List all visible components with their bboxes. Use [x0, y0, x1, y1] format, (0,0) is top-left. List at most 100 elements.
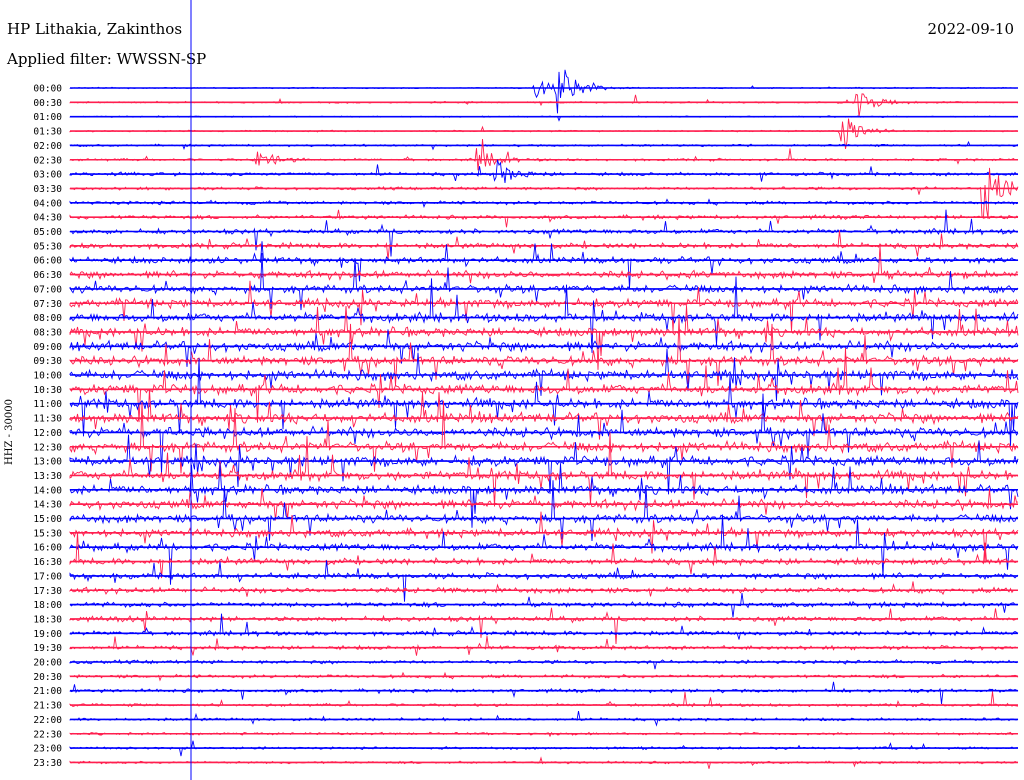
seismogram-trace	[69, 317, 1019, 386]
time-tick-label: 13:30	[33, 471, 62, 482]
time-tick-label: 14:30	[33, 500, 62, 511]
time-tick-label: 11:00	[33, 399, 62, 410]
seismogram-trace	[69, 138, 1019, 171]
time-tick-label: 10:30	[33, 385, 62, 396]
seismogram-trace	[69, 358, 1019, 446]
seismogram-trace	[69, 209, 1019, 228]
time-tick-label: 16:30	[33, 557, 62, 568]
time-tick-label: 06:00	[33, 256, 62, 267]
seismogram-trace	[69, 463, 1019, 528]
seismogram-trace	[69, 434, 1019, 495]
seismogram-trace	[69, 393, 1019, 474]
time-tick-label: 08:00	[33, 313, 62, 324]
time-tick-label: 09:30	[33, 356, 62, 367]
seismogram-trace	[69, 400, 1019, 474]
seismogram-trace	[69, 514, 1019, 585]
seismogram-trace	[69, 671, 1019, 682]
time-tick-label: 08:30	[33, 327, 62, 338]
seismogram-trace	[69, 140, 1019, 151]
time-tick-label: 21:30	[33, 701, 62, 712]
time-tick-label: 13:00	[33, 457, 62, 468]
time-tick-label: 17:30	[33, 586, 62, 597]
seismogram-trace	[69, 241, 1019, 289]
seismogram-trace	[69, 230, 1019, 260]
time-tick-label: 18:30	[33, 614, 62, 625]
time-tick-label: 10:00	[33, 371, 62, 382]
time-tick-label: 22:30	[33, 729, 62, 740]
seismogram-trace	[69, 607, 1019, 645]
seismogram-trace	[69, 635, 1019, 656]
time-tick-label: 23:30	[33, 758, 62, 769]
time-tick-label: 19:00	[33, 629, 62, 640]
seismogram-traces	[69, 69, 1019, 769]
time-tick-label: 01:00	[33, 112, 62, 123]
time-tick-label: 03:30	[33, 184, 62, 195]
seismogram-trace	[69, 613, 1019, 640]
time-tick-label: 16:00	[33, 543, 62, 554]
time-tick-label: 01:30	[33, 127, 62, 138]
seismogram-trace	[69, 388, 1019, 440]
time-tick-label: 11:30	[33, 414, 62, 425]
time-tick-label: 23:00	[33, 744, 62, 755]
seismogram-trace	[69, 560, 1019, 602]
date-label: 2022-09-10	[927, 20, 1014, 38]
seismogram-trace	[69, 209, 1019, 257]
seismogram-trace	[69, 159, 1019, 184]
time-tick-label: 15:30	[33, 528, 62, 539]
time-tick-label: 21:00	[33, 686, 62, 697]
time-tick-label: 00:00	[33, 84, 62, 95]
time-tick-label: 12:30	[33, 442, 62, 453]
seismogram-trace	[69, 245, 1019, 284]
time-tick-label: 07:30	[33, 299, 62, 310]
time-tick-label: 05:30	[33, 241, 62, 252]
seismogram-trace	[69, 488, 1019, 521]
time-tick-label: 19:30	[33, 643, 62, 654]
time-tick-label: 05:00	[33, 227, 62, 238]
time-tick-labels: 00:00 00:30 01:00 01:30 02:00 02:30 03:00 03:30…	[33, 84, 62, 769]
time-tick-label: 20:30	[33, 672, 62, 683]
time-tick-label: 14:00	[33, 485, 62, 496]
seismogram-trace	[69, 531, 1019, 579]
seismogram-trace	[69, 731, 1019, 738]
seismogram-trace	[69, 305, 1019, 370]
time-tick-label: 09:00	[33, 342, 62, 353]
seismogram-trace	[69, 347, 1019, 423]
seismogram-trace	[69, 581, 1019, 597]
seismogram-trace	[69, 756, 1019, 769]
seismogram-trace	[69, 167, 1019, 219]
seismogram-trace	[69, 740, 1018, 757]
seismogram-trace	[69, 276, 1019, 353]
seismogram-trace	[69, 691, 1019, 708]
seismogram-trace	[69, 658, 1019, 670]
time-tick-label: 17:00	[33, 571, 62, 582]
seismogram-trace	[69, 198, 1019, 209]
time-tick-label: 20:00	[33, 658, 62, 669]
seismogram-trace	[69, 711, 1019, 727]
time-tick-label: 06:30	[33, 270, 62, 281]
seismogram-trace	[69, 348, 1019, 401]
filter-label: Applied filter: WWSSN-SP	[7, 50, 207, 68]
time-tick-label: 02:30	[33, 155, 62, 166]
time-tick-label: 00:30	[33, 98, 62, 109]
time-tick-label: 12:00	[33, 428, 62, 439]
time-tick-label: 04:30	[33, 213, 62, 224]
seismogram-trace	[69, 432, 1019, 507]
seismogram-trace	[69, 93, 1019, 118]
seismogram-trace	[69, 593, 1019, 618]
seismogram-trace	[69, 118, 1019, 149]
time-tick-label: 22:00	[33, 715, 62, 726]
seismogram-trace	[69, 681, 1019, 704]
seismogram-trace	[69, 69, 1019, 114]
seismogram-trace	[69, 329, 1019, 367]
time-tick-label: 03:00	[33, 170, 62, 181]
time-tick-label: 04:00	[33, 198, 62, 209]
seismogram-trace	[69, 252, 1019, 311]
time-tick-label: 02:00	[33, 141, 62, 152]
station-title: HP Lithakia, Zakinthos	[7, 20, 183, 38]
seismogram-trace	[69, 280, 1019, 332]
time-tick-label: 15:00	[33, 514, 62, 525]
seismogram-trace	[69, 115, 1019, 122]
seismogram-trace	[69, 511, 1019, 564]
seismogram-trace	[69, 480, 1019, 542]
